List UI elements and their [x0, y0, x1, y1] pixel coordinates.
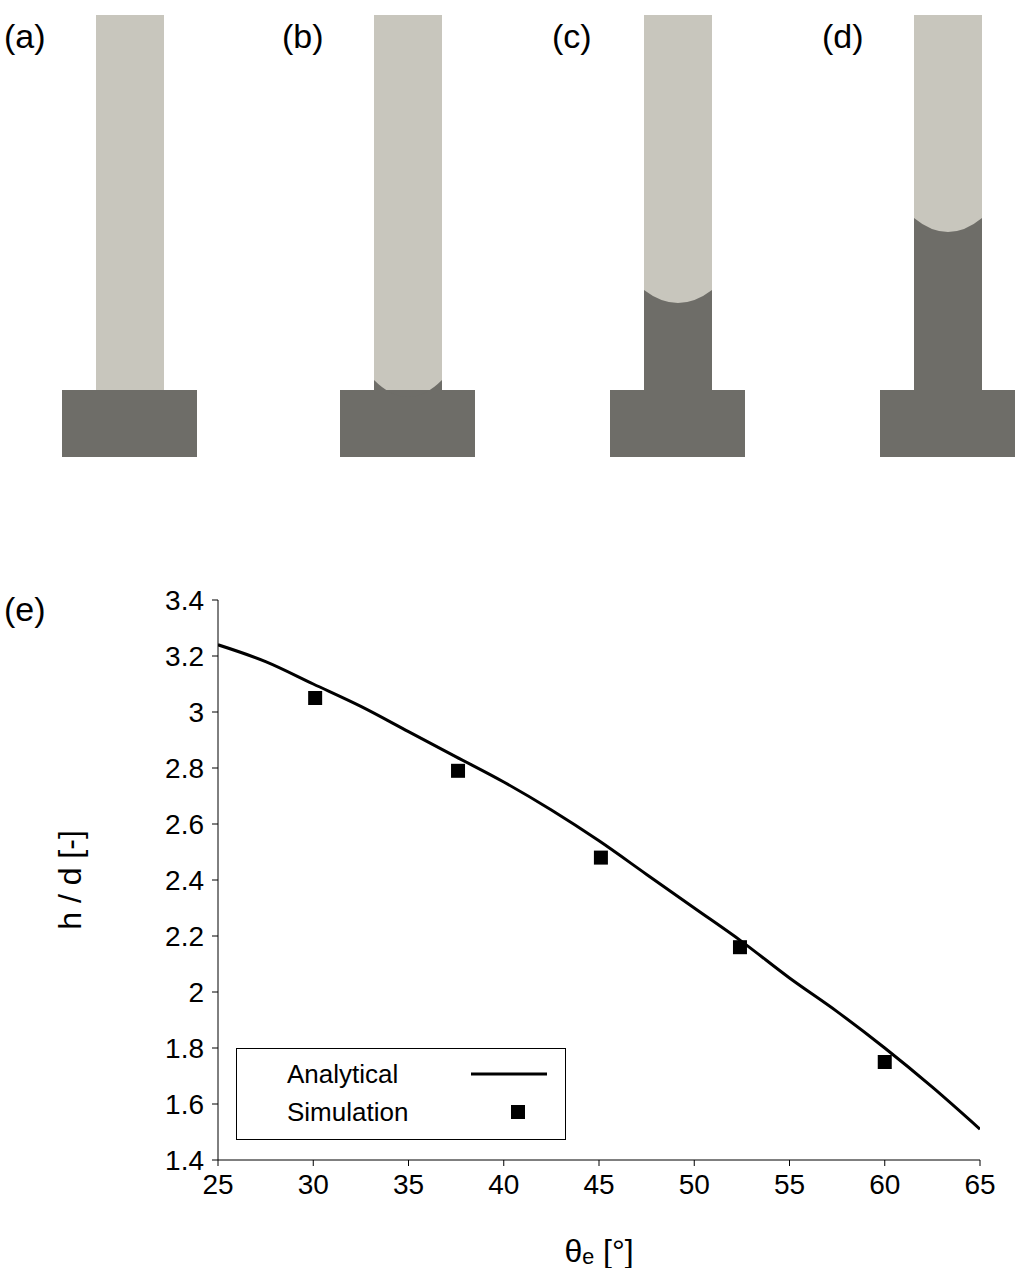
svg-text:(a): (a)	[4, 17, 46, 55]
svg-text:2.8: 2.8	[165, 753, 204, 784]
svg-text:2.4: 2.4	[165, 865, 204, 896]
svg-text:θₑ [°]: θₑ [°]	[564, 1233, 633, 1268]
svg-text:2.6: 2.6	[165, 809, 204, 840]
svg-text:40: 40	[488, 1169, 519, 1200]
svg-text:25: 25	[202, 1169, 233, 1200]
svg-text:45: 45	[583, 1169, 614, 1200]
svg-text:1.4: 1.4	[165, 1145, 204, 1176]
html-text:Simulation: Simulation	[287, 1096, 409, 1127]
svg-text:65: 65	[964, 1169, 995, 1200]
svg-text:(d): (d)	[822, 17, 864, 55]
svg-text:35: 35	[393, 1169, 424, 1200]
svg-text:2.2: 2.2	[165, 921, 204, 952]
svg-text:3: 3	[188, 697, 204, 728]
svg-text:(c): (c)	[552, 17, 592, 55]
svg-text:(b): (b)	[282, 17, 324, 55]
svg-text:h / d [-]: h / d [-]	[52, 830, 88, 930]
svg-text:3.2: 3.2	[165, 641, 204, 672]
svg-text:60: 60	[869, 1169, 900, 1200]
svg-text:30: 30	[298, 1169, 329, 1200]
svg-text:1.8: 1.8	[165, 1033, 204, 1064]
svg-text:50: 50	[679, 1169, 710, 1200]
svg-text:3.4: 3.4	[165, 585, 204, 616]
svg-text:1.6: 1.6	[165, 1089, 204, 1120]
html-text:Analytical: Analytical	[287, 1058, 399, 1089]
html-text:(e): (e)	[4, 590, 46, 628]
svg-text:55: 55	[774, 1169, 805, 1200]
svg-text:2: 2	[188, 977, 204, 1008]
